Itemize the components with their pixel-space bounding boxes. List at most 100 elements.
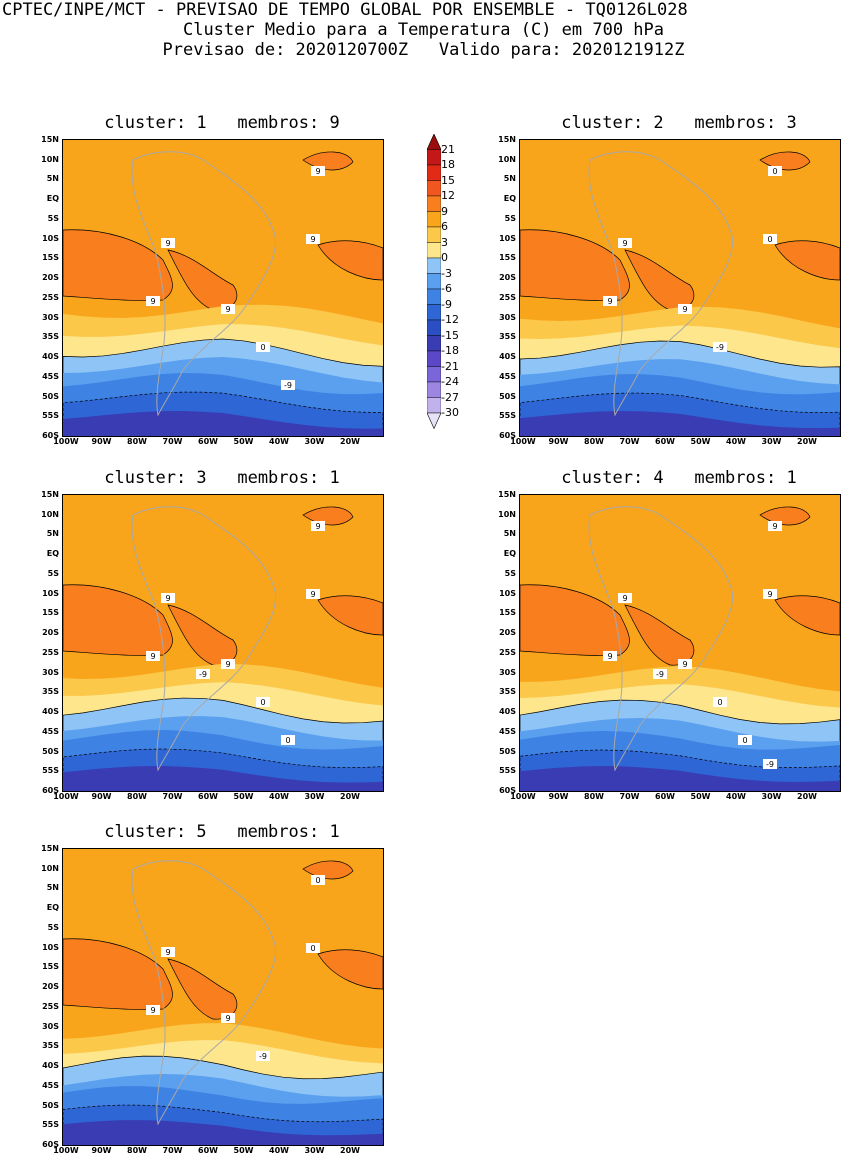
warm-region (759, 506, 811, 526)
latitude-label: 60S (499, 786, 516, 795)
contour-label: 9 (306, 234, 320, 244)
latitude-label: 55S (499, 766, 516, 776)
svg-text:9: 9 (772, 522, 777, 531)
longitude-label: 80W (127, 792, 147, 801)
colorbar-label: -6 (441, 282, 452, 295)
warm-region (624, 604, 695, 666)
svg-text:9: 9 (682, 660, 687, 669)
latitude-label: 5S (47, 922, 59, 932)
longitude-label: 30W (304, 792, 325, 801)
latitude-label: 5S (504, 568, 516, 578)
colorbar-label: 6 (441, 220, 448, 233)
svg-text:0: 0 (285, 736, 290, 745)
latitude-label: 10S (42, 233, 59, 243)
latitude-label: 60S (42, 786, 59, 795)
latitude-label: 50S (499, 391, 516, 401)
latitude-label: 40S (499, 352, 516, 362)
warm-region (167, 604, 238, 666)
panel-title: cluster: 2 membros: 3 (561, 113, 797, 133)
contour-label: 0 (306, 943, 320, 953)
svg-text:9: 9 (165, 239, 170, 248)
colorbar-swatch (426, 242, 442, 259)
colorbar-swatch (426, 335, 442, 352)
contour-label: 9 (618, 238, 632, 248)
latitude-label: 45S (499, 726, 516, 736)
warm-region (302, 860, 354, 880)
longitude-label: 50W (233, 437, 254, 446)
colorbar-swatch (426, 164, 442, 181)
latitude-label: EQ (46, 194, 59, 204)
map-field: 9 9 9 0 0 -9 (63, 860, 383, 1145)
svg-text:9: 9 (150, 652, 155, 661)
colorbar-swatch (426, 319, 442, 336)
colorbar-swatch (426, 381, 442, 398)
contour-label: 9 (311, 166, 325, 176)
continent-outline (131, 506, 277, 772)
colorbar-label: -18 (441, 344, 459, 357)
longitude-label: 60W (198, 437, 218, 446)
latitude-label: 10N (498, 509, 516, 519)
latitude-label: 5N (503, 529, 516, 539)
contour-label: 9 (306, 589, 320, 599)
colorbar-label: -21 (441, 359, 459, 373)
latitude-label: 15S (42, 962, 59, 972)
latitude-label: 15S (42, 253, 59, 263)
svg-text:0: 0 (772, 167, 777, 176)
panel-title: cluster: 3 membros: 1 (104, 468, 340, 488)
contour-label: 9 (221, 304, 235, 314)
map-field: 9 9 9 9 9 0 0 -9 -9 (520, 506, 840, 791)
contour-label: -9 (281, 380, 295, 390)
colorbar-label: 15 (441, 173, 455, 187)
longitude-label: 20W (340, 437, 360, 446)
latitude-label: 5S (47, 568, 59, 578)
colorbar-label: -9 (441, 297, 452, 311)
warm-region (63, 584, 173, 656)
longitude-label: 20W (797, 437, 817, 446)
svg-text:9: 9 (150, 297, 155, 306)
latitude-label: EQ (46, 549, 59, 559)
temperature-map: 9 9 9 9 9 0 -9 (62, 139, 384, 437)
temperature-map: 9 9 9 9 9 0 0 -9 -9 (519, 494, 841, 792)
warm-region (317, 949, 383, 990)
longitude-label: 40W (269, 437, 289, 446)
band-minus18-minus15 (520, 411, 840, 436)
svg-text:9: 9 (622, 594, 627, 603)
latitude-label: 35S (499, 332, 516, 342)
latitude-label: 5S (47, 213, 59, 223)
map-field: 9 9 9 9 9 0 0 -9 (63, 506, 383, 791)
contour-label: -9 (653, 669, 667, 679)
svg-text:9: 9 (767, 590, 772, 599)
colorbar-label: 18 (441, 158, 455, 171)
latitude-label: 30S (42, 667, 59, 677)
band-minus18-minus15 (63, 1120, 383, 1145)
colorbar-bottom-arrow (426, 412, 442, 430)
latitude-label: 10S (499, 233, 516, 243)
svg-text:-9: -9 (766, 760, 774, 769)
longitude-label: 100W (53, 1146, 79, 1155)
colorbar-swatch (426, 397, 442, 414)
latitude-label: 55S (42, 766, 59, 776)
longitude-label: 50W (690, 792, 711, 801)
svg-text:9: 9 (682, 305, 687, 314)
longitude-label: 40W (269, 792, 289, 801)
latitude-label: 40S (499, 707, 516, 717)
latitude-label: 35S (499, 687, 516, 697)
longitude-label: 100W (53, 437, 79, 446)
contour-label: 0 (256, 342, 270, 352)
longitude-label: 40W (726, 792, 746, 801)
contour-label: 9 (221, 659, 235, 669)
temperature-map: 9 9 9 0 0 -9 (519, 139, 841, 437)
svg-text:9: 9 (622, 239, 627, 248)
band-minus18-minus15 (63, 411, 383, 436)
warm-region (167, 249, 238, 311)
colorbar-swatch (426, 180, 442, 197)
warm-region (63, 938, 173, 1010)
longitude-label: 20W (340, 792, 360, 801)
longitude-label: 30W (761, 792, 782, 801)
contour-label: -9 (763, 759, 777, 769)
latitude-label: 15N (498, 490, 516, 499)
longitude-label: 30W (304, 437, 325, 446)
svg-text:0: 0 (260, 343, 265, 352)
panel-title: cluster: 5 membros: 1 (104, 822, 340, 842)
warm-region (302, 151, 354, 171)
